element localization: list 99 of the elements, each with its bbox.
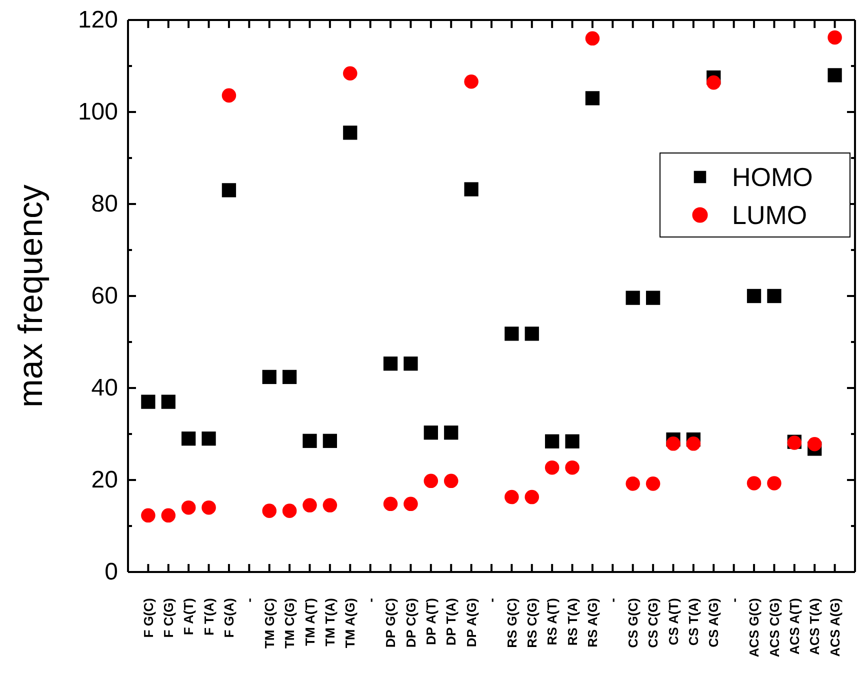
x-tick-label: TM A(G) xyxy=(342,598,358,648)
point xyxy=(181,500,196,515)
point xyxy=(504,326,519,341)
x-tick-label: RS C(G) xyxy=(524,598,540,648)
point xyxy=(686,436,701,451)
point xyxy=(343,66,358,80)
point xyxy=(322,498,338,512)
point xyxy=(565,460,580,475)
x-tick-label: CS A(T) xyxy=(666,598,681,646)
point xyxy=(828,68,842,82)
legend-label: LUMO xyxy=(732,200,808,230)
x-tick-label: - xyxy=(242,598,257,602)
point xyxy=(626,476,640,491)
point xyxy=(424,474,438,488)
point xyxy=(262,370,276,384)
point xyxy=(828,30,842,45)
x-tick-label: ACS G(C) xyxy=(746,598,762,658)
point xyxy=(182,432,196,446)
y-axis-title: max frequency xyxy=(12,184,50,408)
y-tick-label: 100 xyxy=(78,98,118,126)
x-tick-label: RS G(C) xyxy=(504,598,520,648)
point xyxy=(565,434,580,448)
point xyxy=(322,434,338,448)
point xyxy=(383,356,398,371)
x-tick-label: TM C(G) xyxy=(282,598,298,649)
x-tick-label: TM A(T) xyxy=(302,598,318,646)
x-tick-label: CS A(G) xyxy=(706,598,722,648)
point xyxy=(404,496,418,512)
x-tick-label: RS T(A) xyxy=(564,598,580,646)
x-tick-label: F C(G) xyxy=(160,598,176,638)
point xyxy=(545,434,560,448)
point xyxy=(504,490,519,504)
x-tick-label: ACS A(T) xyxy=(786,598,802,655)
y-tick-label: 0 xyxy=(104,558,118,586)
point xyxy=(706,75,721,90)
y-tick-label: 40 xyxy=(91,374,118,402)
legend-label: HOMO xyxy=(732,162,813,192)
x-tick-label: DP G(C) xyxy=(383,598,398,648)
x-tick-label: ACS A(G) xyxy=(827,598,842,657)
point xyxy=(444,474,458,488)
y-tick-label: 120 xyxy=(78,6,118,34)
point xyxy=(544,460,560,475)
x-tick-label: TM G(C) xyxy=(262,598,277,649)
x-tick-label: ACS T(A) xyxy=(807,598,822,656)
point xyxy=(222,183,236,198)
x-tick-label: DP T(A) xyxy=(444,598,459,646)
point xyxy=(767,288,782,304)
y-tick-label: 80 xyxy=(91,190,118,218)
point xyxy=(807,437,822,452)
x-tick-label: ACS C(G) xyxy=(766,598,782,658)
point xyxy=(524,490,540,504)
x-tick-label: F A(T) xyxy=(181,598,196,636)
x-tick-label: TM T(A) xyxy=(322,598,338,646)
point xyxy=(282,370,297,384)
point xyxy=(444,426,458,440)
x-tick-label: - xyxy=(484,598,500,602)
point xyxy=(161,394,176,409)
x-tick-label: RS A(T) xyxy=(544,598,560,646)
x-tick-label: CS C(G) xyxy=(646,598,661,648)
point xyxy=(464,74,478,89)
point xyxy=(585,91,600,106)
x-tick-label: F G(A) xyxy=(222,598,237,638)
point xyxy=(626,290,640,305)
point xyxy=(464,182,478,196)
point xyxy=(585,31,600,46)
point xyxy=(202,500,216,515)
x-tick-label: F T(A) xyxy=(201,598,216,636)
point xyxy=(302,498,317,512)
x-tick-label: RS A(G) xyxy=(585,598,600,648)
point xyxy=(302,434,317,448)
x-tick-label: DP A(T) xyxy=(423,598,438,645)
point xyxy=(161,508,176,523)
point xyxy=(202,432,216,446)
x-tick-label: CS G(C) xyxy=(625,598,640,648)
point xyxy=(282,504,297,518)
point xyxy=(424,426,438,440)
x-tick-label: DP A(G) xyxy=(464,598,479,648)
x-tick-label: CS T(A) xyxy=(686,598,701,646)
point xyxy=(646,476,660,491)
x-tick-label: - xyxy=(605,598,620,602)
point xyxy=(343,126,358,140)
x-tick-label: - xyxy=(726,598,742,602)
point xyxy=(767,476,782,490)
point xyxy=(524,326,539,341)
y-tick-label: 20 xyxy=(91,466,118,494)
x-tick-label: DP C(G) xyxy=(403,598,418,648)
point xyxy=(746,476,762,490)
x-tick-label: - xyxy=(362,598,378,602)
point xyxy=(141,508,156,523)
point xyxy=(404,356,418,371)
point xyxy=(222,88,236,103)
point xyxy=(746,288,762,304)
point xyxy=(383,496,398,512)
point xyxy=(262,504,276,518)
point xyxy=(646,290,660,305)
point xyxy=(141,394,156,409)
point xyxy=(666,436,680,451)
x-tick-label: F G(C) xyxy=(140,598,156,638)
y-tick-label: 60 xyxy=(91,282,118,310)
